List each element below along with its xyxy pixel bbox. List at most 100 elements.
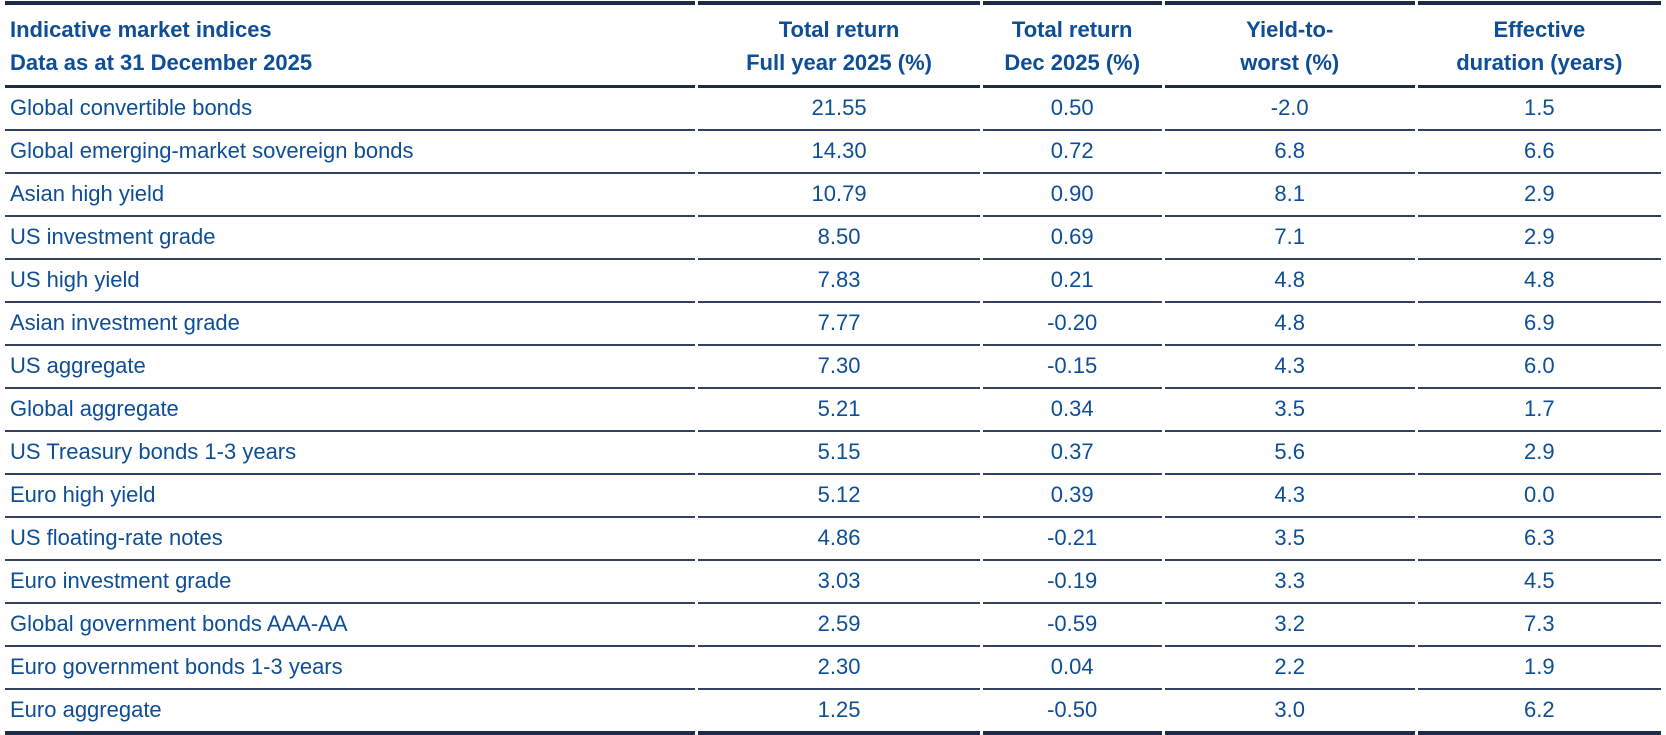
total-return-fy-value: 1.25: [698, 690, 980, 735]
table-row: Global aggregate 5.21 0.34 3.5 1.7: [5, 389, 1661, 432]
total-return-fy-value: 7.83: [698, 260, 980, 303]
table-row: US aggregate 7.30 -0.15 4.3 6.0: [5, 346, 1661, 389]
index-label: US floating-rate notes: [5, 518, 696, 561]
index-label: US aggregate: [5, 346, 696, 389]
table-row: US floating-rate notes 4.86 -0.21 3.5 6.…: [5, 518, 1661, 561]
index-label: Asian investment grade: [5, 303, 696, 346]
total-return-dec-value: 0.04: [982, 647, 1162, 690]
index-label: Asian high yield: [5, 174, 696, 217]
header-total-return-dec: Total return Dec 2025 (%): [982, 1, 1162, 88]
total-return-fy-value: 10.79: [698, 174, 980, 217]
total-return-fy-value: 5.15: [698, 432, 980, 475]
total-return-dec-value: 0.37: [982, 432, 1162, 475]
index-label: Global government bonds AAA-AA: [5, 604, 696, 647]
total-return-dec-value: 0.34: [982, 389, 1162, 432]
total-return-dec-value: 0.39: [982, 475, 1162, 518]
table-body: Global convertible bonds 21.55 0.50 -2.0…: [5, 88, 1661, 735]
effective-duration-value: 6.0: [1417, 346, 1661, 389]
total-return-fy-value: 14.30: [698, 131, 980, 174]
yield-to-worst-value: 4.8: [1164, 303, 1415, 346]
index-label: Euro investment grade: [5, 561, 696, 604]
total-return-dec-value: -0.21: [982, 518, 1162, 561]
table-subtitle: Data as at 31 December 2025: [10, 50, 313, 75]
table-row: Global government bonds AAA-AA 2.59 -0.5…: [5, 604, 1661, 647]
table-row: US high yield 7.83 0.21 4.8 4.8: [5, 260, 1661, 303]
index-label: Euro government bonds 1-3 years: [5, 647, 696, 690]
effective-duration-value: 6.3: [1417, 518, 1661, 561]
index-label: US high yield: [5, 260, 696, 303]
index-label: US Treasury bonds 1-3 years: [5, 432, 696, 475]
yield-to-worst-value: 4.3: [1164, 346, 1415, 389]
table-row: Euro government bonds 1-3 years 2.30 0.0…: [5, 647, 1661, 690]
yield-to-worst-value: 3.5: [1164, 389, 1415, 432]
table-row: Euro high yield 5.12 0.39 4.3 0.0: [5, 475, 1661, 518]
table-row: Asian investment grade 7.77 -0.20 4.8 6.…: [5, 303, 1661, 346]
total-return-fy-value: 7.77: [698, 303, 980, 346]
total-return-fy-value: 2.30: [698, 647, 980, 690]
table-row: Euro investment grade 3.03 -0.19 3.3 4.5: [5, 561, 1661, 604]
total-return-dec-value: -0.59: [982, 604, 1162, 647]
total-return-fy-value: 2.59: [698, 604, 980, 647]
yield-to-worst-value: 2.2: [1164, 647, 1415, 690]
index-label: Global convertible bonds: [5, 88, 696, 131]
table-title: Indicative market indices: [10, 17, 272, 42]
effective-duration-value: 2.9: [1417, 174, 1661, 217]
effective-duration-value: 6.6: [1417, 131, 1661, 174]
table-row: Global convertible bonds 21.55 0.50 -2.0…: [5, 88, 1661, 131]
total-return-fy-value: 8.50: [698, 217, 980, 260]
table-row: US Treasury bonds 1-3 years 5.15 0.37 5.…: [5, 432, 1661, 475]
total-return-fy-value: 4.86: [698, 518, 980, 561]
effective-duration-value: 4.5: [1417, 561, 1661, 604]
yield-to-worst-value: 3.0: [1164, 690, 1415, 735]
total-return-dec-value: 0.69: [982, 217, 1162, 260]
total-return-dec-value: 0.72: [982, 131, 1162, 174]
header-row: Indicative market indices Data as at 31 …: [5, 1, 1661, 88]
yield-to-worst-value: -2.0: [1164, 88, 1415, 131]
yield-to-worst-value: 3.3: [1164, 561, 1415, 604]
yield-to-worst-value: 3.2: [1164, 604, 1415, 647]
index-label: US investment grade: [5, 217, 696, 260]
index-label: Global aggregate: [5, 389, 696, 432]
yield-to-worst-value: 3.5: [1164, 518, 1415, 561]
header-total-return-fy: Total return Full year 2025 (%): [698, 1, 980, 88]
effective-duration-value: 1.9: [1417, 647, 1661, 690]
total-return-dec-value: -0.15: [982, 346, 1162, 389]
total-return-dec-value: 0.50: [982, 88, 1162, 131]
table-row: Global emerging-market sovereign bonds 1…: [5, 131, 1661, 174]
total-return-fy-value: 7.30: [698, 346, 980, 389]
total-return-fy-value: 5.12: [698, 475, 980, 518]
index-label: Euro aggregate: [5, 690, 696, 735]
effective-duration-value: 1.5: [1417, 88, 1661, 131]
effective-duration-value: 4.8: [1417, 260, 1661, 303]
yield-to-worst-value: 4.8: [1164, 260, 1415, 303]
total-return-fy-value: 21.55: [698, 88, 980, 131]
yield-to-worst-value: 5.6: [1164, 432, 1415, 475]
total-return-dec-value: 0.90: [982, 174, 1162, 217]
index-label: Global emerging-market sovereign bonds: [5, 131, 696, 174]
table-row: Euro aggregate 1.25 -0.50 3.0 6.2: [5, 690, 1661, 735]
effective-duration-value: 2.9: [1417, 217, 1661, 260]
table-row: Asian high yield 10.79 0.90 8.1 2.9: [5, 174, 1661, 217]
yield-to-worst-value: 8.1: [1164, 174, 1415, 217]
total-return-dec-value: -0.19: [982, 561, 1162, 604]
effective-duration-value: 6.2: [1417, 690, 1661, 735]
total-return-dec-value: 0.21: [982, 260, 1162, 303]
header-effective-duration: Effective duration (years): [1417, 1, 1661, 88]
total-return-fy-value: 3.03: [698, 561, 980, 604]
effective-duration-value: 2.9: [1417, 432, 1661, 475]
total-return-dec-value: -0.20: [982, 303, 1162, 346]
header-yield-to-worst: Yield-to- worst (%): [1164, 1, 1415, 88]
index-label: Euro high yield: [5, 475, 696, 518]
yield-to-worst-value: 4.3: [1164, 475, 1415, 518]
effective-duration-value: 0.0: [1417, 475, 1661, 518]
total-return-dec-value: -0.50: [982, 690, 1162, 735]
header-title-cell: Indicative market indices Data as at 31 …: [5, 1, 696, 88]
effective-duration-value: 1.7: [1417, 389, 1661, 432]
table-header: Indicative market indices Data as at 31 …: [5, 1, 1661, 88]
yield-to-worst-value: 7.1: [1164, 217, 1415, 260]
table-row: US investment grade 8.50 0.69 7.1 2.9: [5, 217, 1661, 260]
effective-duration-value: 7.3: [1417, 604, 1661, 647]
yield-to-worst-value: 6.8: [1164, 131, 1415, 174]
total-return-fy-value: 5.21: [698, 389, 980, 432]
